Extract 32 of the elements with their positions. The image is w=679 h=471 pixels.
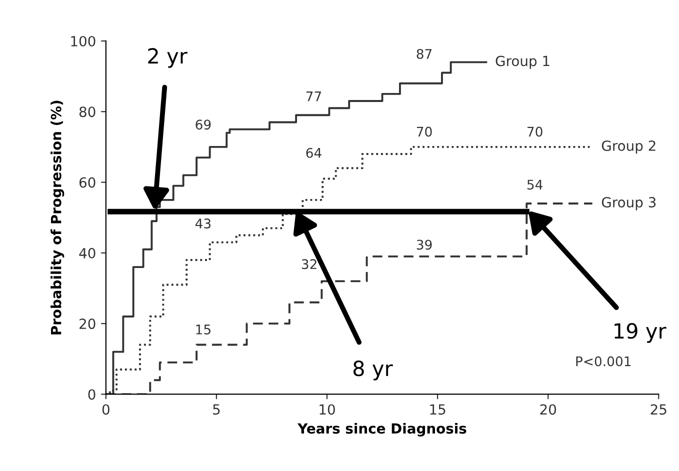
y-tick-label: 100 <box>71 36 96 46</box>
x-tick-label: 0 <box>102 404 110 415</box>
series-label: Group 1 <box>496 56 550 69</box>
x-tick-label: 5 <box>213 404 220 415</box>
annotation: 43 <box>195 218 211 228</box>
x-tick-label: 20 <box>540 404 556 415</box>
annotation: 70 <box>528 126 542 137</box>
series-label: Group 3 <box>602 196 656 210</box>
annotation: 2 yr <box>148 48 188 68</box>
y-tick-label: 80 <box>79 106 96 118</box>
annotation: P<0.001 <box>576 356 631 366</box>
x-tick-label: 25 <box>650 404 666 415</box>
x-tick-label: 10 <box>320 404 335 415</box>
x-tick-label: 15 <box>430 404 446 415</box>
x-axis-title: Years since Diagnosis <box>298 422 466 436</box>
annotation: 64 <box>306 148 322 158</box>
annotation: 15 <box>196 324 210 334</box>
y-axis-title: Probability of Progression (%) <box>50 100 64 334</box>
annotation: 19 yr <box>614 323 666 343</box>
annotation: 70 <box>416 126 432 137</box>
annotation: 8 yr <box>353 360 393 380</box>
annotation: 87 <box>416 48 432 59</box>
y-tick-label: 40 <box>79 248 96 258</box>
annotation: 77 <box>306 92 322 102</box>
annotation: 39 <box>416 240 432 250</box>
annotation: 32 <box>302 259 316 270</box>
annotation: 69 <box>196 120 211 130</box>
annotation: 54 <box>527 180 542 190</box>
y-tick-label: 20 <box>80 318 96 330</box>
y-tick-label: 0 <box>88 389 96 400</box>
series-label: Group 2 <box>602 140 656 154</box>
y-tick-label: 60 <box>80 177 96 188</box>
